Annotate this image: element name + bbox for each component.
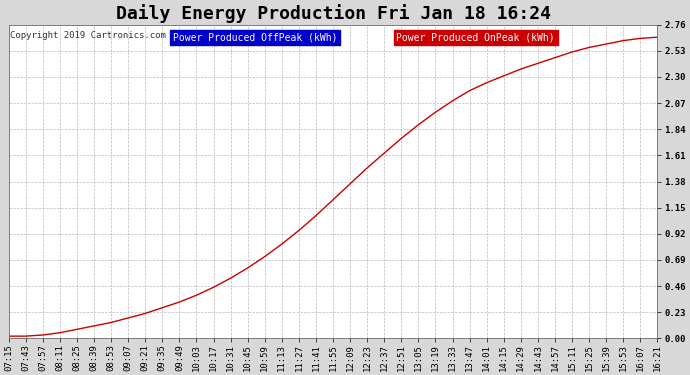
Text: Power Produced OnPeak (kWh): Power Produced OnPeak (kWh) xyxy=(397,33,555,42)
Text: Power Produced OffPeak (kWh): Power Produced OffPeak (kWh) xyxy=(173,33,337,42)
Text: Copyright 2019 Cartronics.com: Copyright 2019 Cartronics.com xyxy=(10,31,166,40)
Title: Daily Energy Production Fri Jan 18 16:24: Daily Energy Production Fri Jan 18 16:24 xyxy=(115,4,551,23)
